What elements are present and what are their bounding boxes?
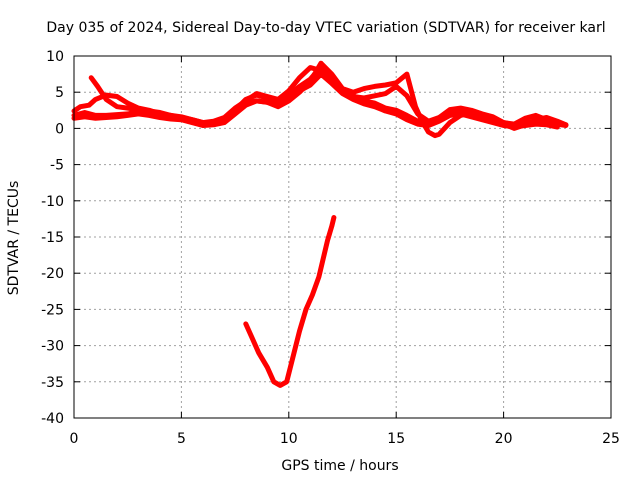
y-tick-label-0: -40: [41, 411, 64, 427]
x-tick-label-1: 5: [177, 431, 186, 447]
y-tick-label-5: -15: [41, 230, 64, 246]
y-tick-label-4: -20: [41, 266, 64, 282]
axis-tick-labels: 0 5 10 15 20 25 -40 -35 -30 -25 -20 -15 -10 -5 0 5 10: [41, 49, 620, 447]
series-line-track-c: [88, 60, 569, 139]
y-tick-label-9: 5: [55, 85, 64, 101]
x-tick-label-2: 10: [280, 431, 298, 447]
y-tick-label-8: 0: [55, 121, 64, 137]
axis-ticks: [73, 55, 612, 419]
chart-title: Day 035 of 2024, Sidereal Day-to-day VTE…: [46, 20, 605, 36]
series-line-track-e: [243, 215, 337, 388]
x-tick-label-5: 25: [602, 431, 620, 447]
x-tick-label-3: 15: [387, 431, 405, 447]
y-tick-label-6: -10: [41, 194, 64, 210]
x-tick-label-0: 0: [70, 431, 79, 447]
y-tick-label-2: -30: [41, 339, 64, 355]
data-series: [71, 60, 569, 388]
x-tick-label-4: 20: [495, 431, 513, 447]
y-tick-label-3: -25: [41, 302, 64, 318]
x-axis-label: GPS time / hours: [281, 458, 398, 474]
y-tick-label-7: -5: [50, 158, 64, 174]
y-axis-label: SDTVAR / TECUs: [6, 181, 22, 296]
series-line-track-d: [71, 71, 560, 130]
y-tick-label-10: 10: [46, 49, 64, 65]
y-tick-label-1: -35: [41, 375, 64, 391]
